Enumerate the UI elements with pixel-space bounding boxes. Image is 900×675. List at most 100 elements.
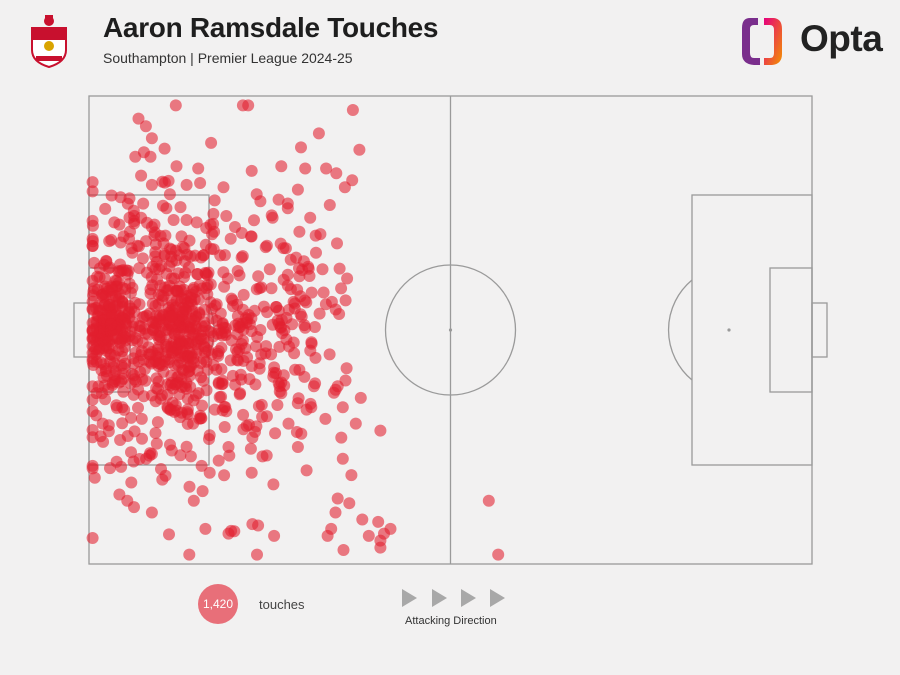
touch-point [137, 390, 150, 403]
touch-point [173, 349, 186, 362]
touch-point [196, 485, 209, 498]
touch-point [309, 229, 322, 242]
touch-point [300, 464, 313, 477]
touch-point [251, 548, 263, 561]
touch-point [155, 260, 168, 272]
touch-point [191, 268, 204, 281]
touch-point [295, 141, 307, 154]
touch-point [125, 302, 138, 315]
touch-point [151, 273, 163, 286]
touch-point [290, 426, 303, 438]
touch-point [116, 332, 129, 345]
touch-point [159, 338, 172, 351]
touch-point [273, 340, 286, 353]
touch-count: 1,420 [202, 597, 234, 611]
touch-point [482, 494, 495, 507]
centre-circle [384, 264, 517, 396]
touch-point [237, 408, 250, 421]
touch-point [223, 449, 236, 462]
touch-point [329, 303, 342, 316]
touch-point [201, 269, 214, 282]
touch-point [340, 362, 353, 375]
touch-point [231, 265, 244, 277]
touch-point [158, 249, 171, 262]
touch-point [86, 303, 99, 316]
touch-point [154, 392, 167, 405]
touch-point [108, 369, 121, 381]
touch-point [299, 162, 312, 175]
touch-point [180, 214, 193, 226]
touch-point [237, 288, 250, 301]
touch-point [282, 417, 295, 430]
touch-point [125, 411, 137, 424]
touch-point [331, 492, 344, 505]
touch-point [150, 372, 163, 385]
legend-touches-label: touches [259, 597, 305, 612]
touch-point [335, 431, 348, 444]
touch-point [317, 286, 330, 299]
touch-point [120, 318, 133, 331]
touch-point [129, 150, 142, 163]
touch-point [154, 230, 167, 242]
touch-point [304, 211, 317, 224]
play-arrow-icon [432, 589, 447, 607]
touch-point [353, 143, 366, 156]
touch-point [339, 294, 352, 307]
touch-point [87, 285, 100, 298]
touch-point [88, 256, 101, 269]
touch-point [237, 423, 250, 436]
touch-point [196, 399, 209, 412]
play-arrow-icon [490, 589, 505, 607]
touch-point [205, 326, 217, 339]
touch-point [323, 348, 336, 361]
touch-point [335, 282, 348, 295]
touch-point [236, 99, 249, 112]
touch-point [99, 202, 112, 215]
touch-point [181, 417, 194, 430]
touch-point [272, 193, 285, 206]
right-penalty-arc [667, 279, 693, 381]
touch-point [193, 308, 206, 321]
touch-point [305, 286, 318, 299]
touch-point [117, 385, 130, 398]
touch-point [308, 321, 321, 333]
touch-point [183, 315, 196, 328]
touch-point [492, 548, 505, 561]
touch-point [245, 164, 258, 177]
touch-point [149, 427, 162, 439]
touch-point [278, 379, 291, 392]
touch-point [362, 529, 375, 542]
touch-point [169, 99, 182, 112]
touch-point [339, 374, 352, 387]
touch-point [278, 324, 291, 337]
touch-point [158, 142, 171, 155]
touch-point [271, 399, 284, 411]
touch-point [171, 285, 184, 298]
touch-point [183, 548, 196, 561]
touch-point [254, 195, 267, 208]
page-title: Aaron Ramsdale Touches [103, 12, 439, 43]
touch-point [128, 215, 141, 227]
touch-point [356, 513, 369, 526]
touch-point [114, 236, 127, 249]
touch-point [199, 522, 212, 535]
touch-point [283, 340, 295, 353]
touch-point [235, 227, 248, 239]
touch-point [265, 282, 278, 295]
touch-point [192, 387, 205, 400]
touch-point [168, 328, 181, 341]
touch-point [252, 400, 265, 413]
touch-point [293, 225, 306, 238]
page-subtitle: Southampton | Premier League 2024-25 [103, 50, 353, 66]
touch-point [346, 104, 359, 116]
touch-point [156, 473, 169, 486]
touch-point [268, 529, 281, 542]
touch-point [125, 446, 137, 459]
touch-point [226, 369, 239, 382]
touch-point [281, 197, 294, 210]
touch-point [113, 488, 126, 501]
touch-point [327, 386, 340, 399]
touch-point [372, 515, 385, 528]
touch-point [117, 367, 130, 380]
